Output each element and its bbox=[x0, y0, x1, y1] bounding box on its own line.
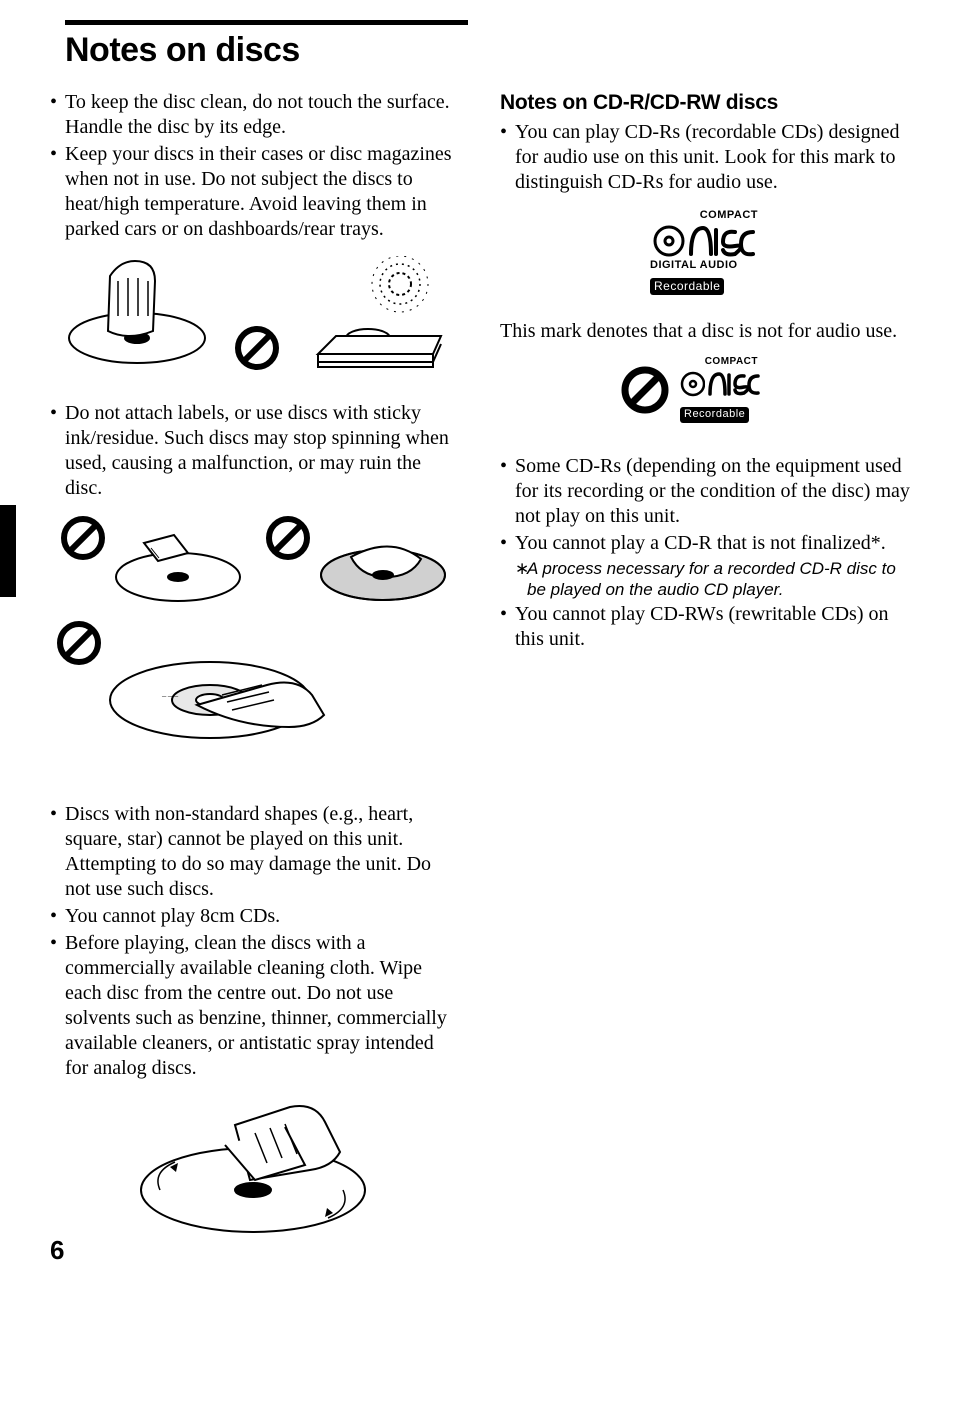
bullet-text: You cannot play 8cm CDs. bbox=[65, 904, 460, 929]
bullet-text: You cannot play CD-RWs (rewritable CDs) … bbox=[515, 602, 910, 652]
footnote-text: A process necessary for a recorded CD-R … bbox=[527, 558, 910, 601]
section-rule bbox=[65, 20, 468, 25]
bullet-icon: • bbox=[50, 802, 65, 902]
list-item: • You can play CD-Rs (recordable CDs) de… bbox=[500, 120, 910, 195]
disc-word-icon bbox=[707, 370, 760, 398]
prohibition-icon bbox=[234, 325, 280, 371]
bullet-text: Some CD-Rs (depending on the equipment u… bbox=[515, 454, 910, 529]
bullet-text: You cannot play a CD-R that is not final… bbox=[515, 531, 910, 556]
list-item: • You cannot play a CD-R that is not fin… bbox=[500, 531, 910, 556]
body-text: This mark denotes that a disc is not for… bbox=[500, 319, 910, 344]
logo-digital-audio-text: DIGITAL AUDIO bbox=[650, 259, 760, 273]
figure-disc-sticky: ─ ─ ─ bbox=[56, 620, 460, 750]
figure-labels-residue bbox=[50, 515, 460, 610]
bullet-text: Before playing, clean the discs with a c… bbox=[65, 931, 460, 1081]
right-column: Notes on CD-R/CD-RW discs • You can play… bbox=[500, 90, 910, 1267]
figure-cleaning bbox=[50, 1095, 460, 1257]
prohibition-icon bbox=[56, 620, 102, 666]
cd-digital-audio-recordable-logo: COMPACT DIGITAL AUDIO Recordable bbox=[650, 209, 760, 298]
prohibition-icon bbox=[265, 515, 311, 561]
bullet-text: You can play CD-Rs (recordable CDs) desi… bbox=[515, 120, 910, 195]
bullet-icon: • bbox=[50, 90, 65, 140]
list-item: • You cannot play CD-RWs (rewritable CDs… bbox=[500, 602, 910, 652]
bullet-text: Do not attach labels, or use discs with … bbox=[65, 401, 460, 501]
list-item: • Some CD-Rs (depending on the equipment… bbox=[500, 454, 910, 529]
bullet-icon: • bbox=[500, 531, 515, 556]
bullet-text: Keep your discs in their cases or disc m… bbox=[65, 142, 460, 242]
svg-text:─ ─ ─: ─ ─ ─ bbox=[161, 694, 179, 700]
list-item: • Keep your discs in their cases or disc… bbox=[50, 142, 460, 242]
bullet-icon: • bbox=[50, 931, 65, 1081]
illustration-disc-label bbox=[106, 515, 246, 610]
prohibition-icon bbox=[620, 365, 670, 415]
bullet-icon: • bbox=[50, 904, 65, 929]
bullet-icon: • bbox=[50, 142, 65, 242]
logo-disc-row bbox=[650, 223, 760, 259]
side-tab bbox=[0, 505, 16, 597]
bullet-icon: • bbox=[500, 454, 515, 529]
footnote: ∗ A process necessary for a recorded CD-… bbox=[515, 558, 910, 601]
illustration-cleaning-disc bbox=[125, 1095, 385, 1250]
figure-handling bbox=[50, 256, 460, 371]
bullet-icon: • bbox=[500, 120, 515, 195]
disc-word-icon bbox=[687, 224, 757, 258]
logo-compact-text: COMPACT bbox=[680, 356, 758, 369]
disc-icon bbox=[680, 371, 705, 397]
list-item: • You cannot play 8cm CDs. bbox=[50, 904, 460, 929]
left-column: • To keep the disc clean, do not touch t… bbox=[50, 90, 460, 1267]
page-number: 6 bbox=[50, 1234, 64, 1267]
bullet-text: Discs with non-standard shapes (e.g., he… bbox=[65, 802, 460, 902]
section-heading: Notes on CD-R/CD-RW discs bbox=[500, 90, 910, 116]
illustration-sun-dashboard bbox=[300, 256, 450, 371]
list-item: • To keep the disc clean, do not touch t… bbox=[50, 90, 460, 140]
list-item: • Discs with non-standard shapes (e.g., … bbox=[50, 802, 460, 902]
logo-recordable-text: Recordable bbox=[650, 278, 724, 295]
bullet-icon: • bbox=[50, 401, 65, 501]
disc-icon bbox=[653, 225, 685, 257]
page-title: Notes on discs bbox=[65, 29, 910, 72]
illustration-hand-on-disc: ─ ─ ─ bbox=[102, 620, 332, 750]
logo-compact-text: COMPACT bbox=[650, 209, 758, 223]
cd-recordable-not-audio-logo: COMPACT Recordable bbox=[620, 356, 910, 424]
illustration-hand-disc bbox=[60, 256, 215, 371]
asterisk-icon: ∗ bbox=[515, 558, 527, 601]
prohibition-icon bbox=[60, 515, 106, 561]
logo-recordable-text: Recordable bbox=[680, 407, 749, 423]
bullet-text: To keep the disc clean, do not touch the… bbox=[65, 90, 460, 140]
logo-disc-row bbox=[680, 369, 760, 399]
bullet-icon: • bbox=[500, 602, 515, 652]
list-item: • Before playing, clean the discs with a… bbox=[50, 931, 460, 1081]
list-item: • Do not attach labels, or use discs wit… bbox=[50, 401, 460, 501]
illustration-disc-residue bbox=[311, 515, 451, 610]
two-column-layout: • To keep the disc clean, do not touch t… bbox=[50, 90, 910, 1267]
